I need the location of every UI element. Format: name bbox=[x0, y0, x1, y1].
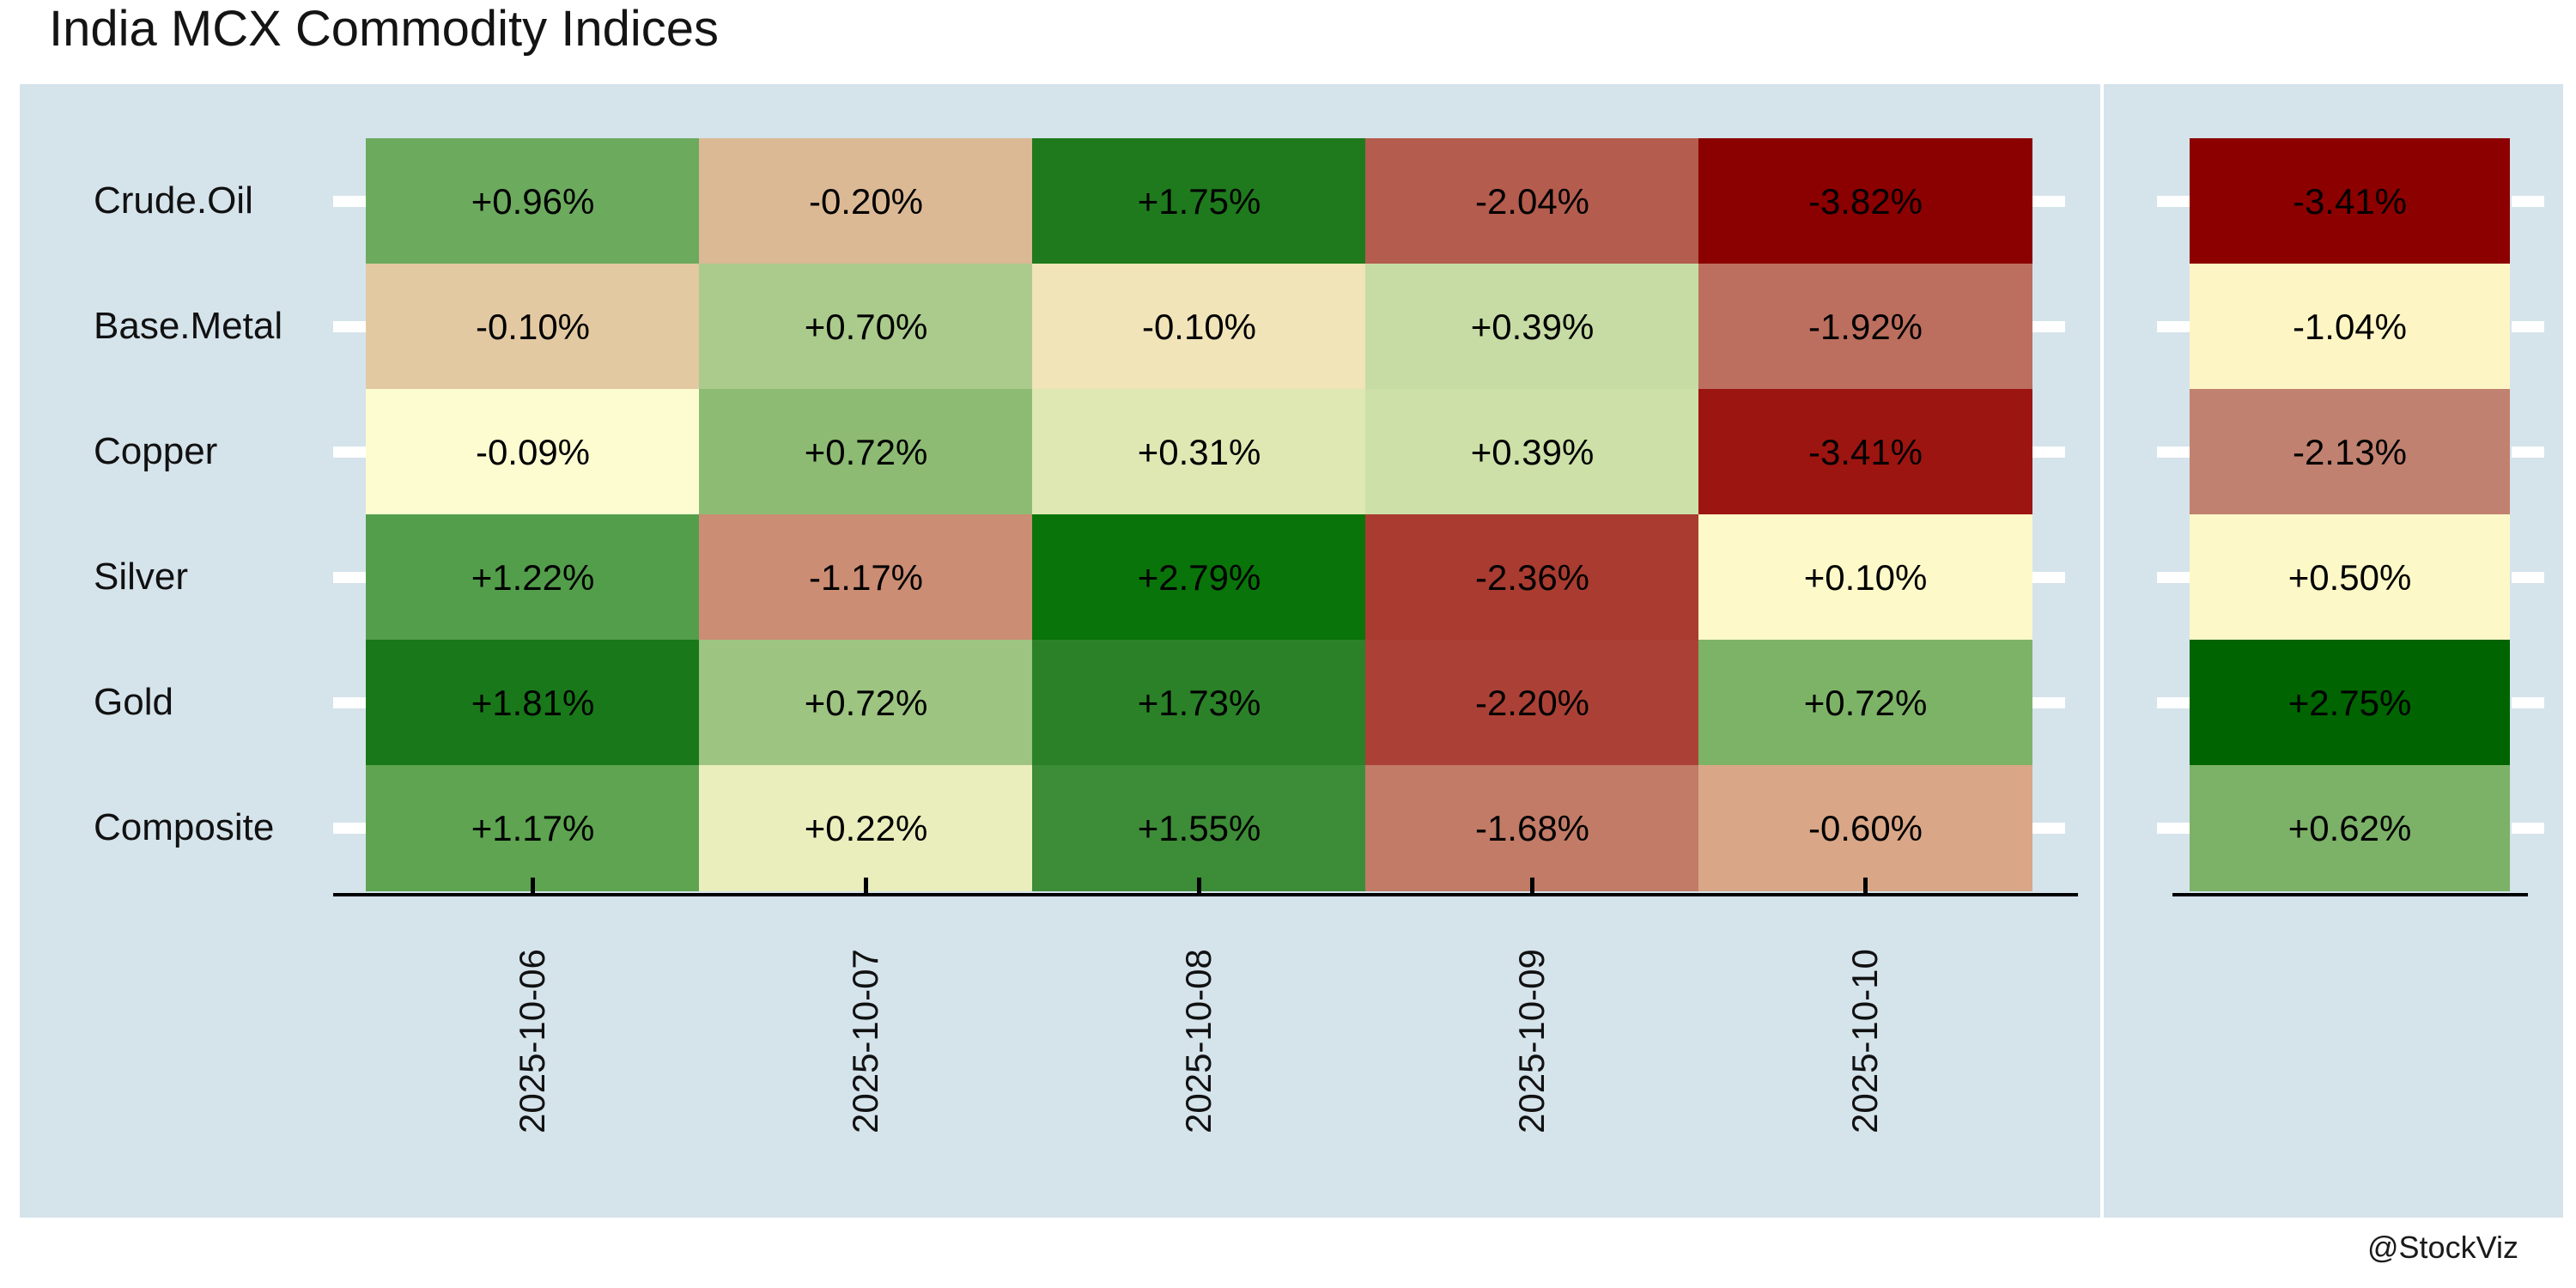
heatmap-cell: +0.96% bbox=[366, 138, 700, 264]
row-tick bbox=[333, 320, 366, 332]
heatmap-cell: +1.81% bbox=[366, 640, 700, 766]
heatmap-cell: -3.41% bbox=[1698, 389, 2032, 515]
row-tick bbox=[2032, 195, 2065, 207]
column-tick bbox=[531, 878, 535, 896]
heatmap-cell: -1.68% bbox=[1365, 765, 1699, 891]
row-tick bbox=[2157, 696, 2190, 708]
heatmap-cell: -0.09% bbox=[366, 389, 700, 515]
summary-cell: -2.13% bbox=[2190, 389, 2510, 515]
row-tick bbox=[333, 696, 366, 708]
heatmap-cell: -0.60% bbox=[1698, 765, 2032, 891]
row-tick bbox=[2512, 571, 2544, 583]
row-tick bbox=[2512, 195, 2544, 207]
watermark: @StockViz bbox=[2367, 1230, 2518, 1265]
column-tick bbox=[864, 878, 868, 896]
row-tick bbox=[2512, 822, 2544, 834]
row-tick bbox=[2512, 696, 2544, 708]
summary-cell: +2.75% bbox=[2190, 640, 2510, 766]
x-axis-date-label: 2025-10-10 bbox=[1844, 949, 1885, 1134]
row-label: Composite bbox=[94, 806, 275, 848]
row-tick bbox=[2157, 446, 2190, 458]
row-tick bbox=[2157, 571, 2190, 583]
row-tick bbox=[333, 571, 366, 583]
column-tick bbox=[1530, 878, 1534, 896]
heatmap-cell: +1.55% bbox=[1032, 765, 1366, 891]
row-tick bbox=[2032, 571, 2065, 583]
heatmap-cell: +2.79% bbox=[1032, 514, 1366, 641]
row-tick bbox=[2157, 822, 2190, 834]
row-tick bbox=[2512, 446, 2544, 458]
heatmap-cell: +1.22% bbox=[366, 514, 700, 641]
row-tick bbox=[2032, 320, 2065, 332]
heatmap-cell: +0.72% bbox=[1698, 640, 2032, 766]
heatmap-cell: -2.04% bbox=[1365, 138, 1699, 264]
heatmap-cell: +0.10% bbox=[1698, 514, 2032, 641]
x-axis-line bbox=[333, 893, 2078, 896]
row-tick bbox=[333, 446, 366, 458]
heatmap-cell: -1.17% bbox=[699, 514, 1033, 641]
row-tick bbox=[333, 195, 366, 207]
heatmap-cell: +0.22% bbox=[699, 765, 1033, 891]
column-tick bbox=[1197, 878, 1201, 896]
heatmap-cell: +1.17% bbox=[366, 765, 700, 891]
heatmap-cell: -0.10% bbox=[366, 264, 700, 390]
heatmap-cell: -2.20% bbox=[1365, 640, 1699, 766]
heatmap-cell: -3.82% bbox=[1698, 138, 2032, 264]
column-tick bbox=[1863, 878, 1868, 896]
row-tick bbox=[2032, 446, 2065, 458]
summary-axis-line bbox=[2172, 893, 2528, 896]
row-label: Crude.Oil bbox=[94, 179, 253, 222]
heatmap-cell: -1.92% bbox=[1698, 264, 2032, 390]
summary-cell: +0.50% bbox=[2190, 514, 2510, 641]
x-axis-date-label: 2025-10-09 bbox=[1511, 949, 1552, 1134]
heatmap-cell: +0.72% bbox=[699, 640, 1033, 766]
x-axis-date-label: 2025-10-07 bbox=[845, 949, 885, 1134]
row-tick bbox=[2512, 320, 2544, 332]
row-label: Silver bbox=[94, 556, 189, 598]
heatmap-cell: -0.20% bbox=[699, 138, 1033, 264]
heatmap-cell: +1.73% bbox=[1032, 640, 1366, 766]
row-label: Copper bbox=[94, 430, 218, 472]
x-axis-date-label: 2025-10-06 bbox=[512, 949, 552, 1134]
row-tick bbox=[2157, 195, 2190, 207]
heatmap-cell: +0.31% bbox=[1032, 389, 1366, 515]
row-label: Gold bbox=[94, 681, 173, 723]
row-tick bbox=[2032, 696, 2065, 708]
heatmap-cell: +0.70% bbox=[699, 264, 1033, 390]
row-label: Base.Metal bbox=[94, 305, 283, 347]
summary-cell: +0.62% bbox=[2190, 765, 2510, 891]
row-tick bbox=[2032, 822, 2065, 834]
chart-title: India MCX Commodity Indices bbox=[49, 1, 720, 57]
heatmap-cell: -0.10% bbox=[1032, 264, 1366, 390]
row-tick bbox=[333, 822, 366, 834]
heatmap-cell: +1.75% bbox=[1032, 138, 1366, 264]
row-tick bbox=[2157, 320, 2190, 332]
heatmap-cell: +0.39% bbox=[1365, 389, 1699, 515]
heatmap-cell: +0.39% bbox=[1365, 264, 1699, 390]
summary-cell: -3.41% bbox=[2190, 138, 2510, 264]
summary-cell: -1.04% bbox=[2190, 264, 2510, 390]
heatmap-cell: +0.72% bbox=[699, 389, 1033, 515]
heatmap-cell: -2.36% bbox=[1365, 514, 1699, 641]
x-axis-date-label: 2025-10-08 bbox=[1178, 949, 1218, 1134]
